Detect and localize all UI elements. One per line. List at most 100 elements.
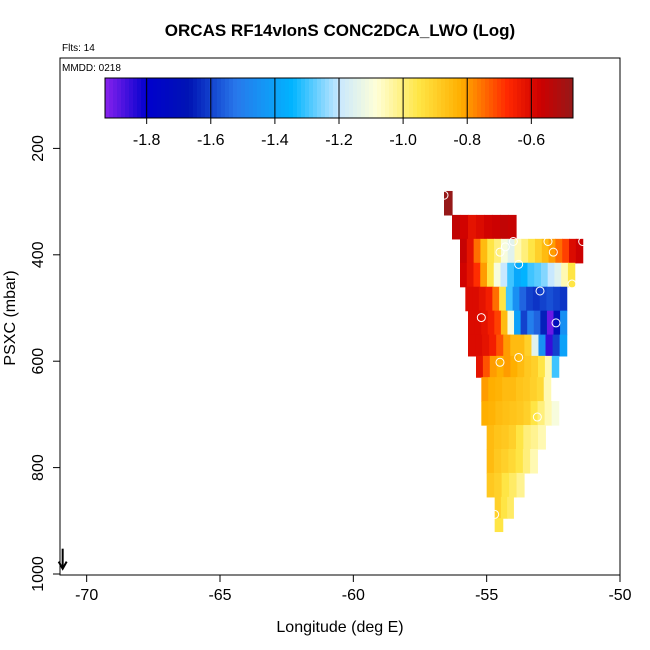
heatmap-cell [562,238,570,264]
heatmap-cell [527,262,535,288]
heatmap-cell [512,286,520,312]
heatmap-cell [460,238,468,264]
colorbar-swatch [533,78,538,118]
heatmap-cell [492,214,501,240]
colorbar-swatch [109,78,114,118]
heatmap-cell [496,355,505,378]
colorbar-swatch [121,78,126,118]
heatmap-cell [538,334,547,357]
heatmap-cell [517,355,525,378]
heatmap-cell [522,377,531,402]
colorbar-swatch [193,78,198,118]
colorbar-swatch [161,78,166,118]
heatmap-cell [508,425,517,450]
heatmap-cell [493,262,502,288]
y-tick-label: 1000 [30,556,47,592]
colorbar-swatch [557,78,562,118]
colorbar-swatch [129,78,134,118]
heatmap-cell [538,355,546,378]
colorbar-tick-label: -0.8 [453,132,481,149]
colorbar-swatch [289,78,294,118]
colorbar-swatch [453,78,458,118]
colorbar-swatch [385,78,390,118]
heatmap-cell [569,238,577,264]
heatmap-cell [488,377,496,402]
colorbar-tick-label: -0.6 [518,132,546,149]
colorbar-swatch [149,78,154,118]
colorbar-swatch [553,78,558,118]
heatmap-cell [548,238,556,264]
colorbar-swatch [265,78,270,118]
heatmap-cell [534,262,542,288]
heatmap-cell [537,401,546,426]
colorbar-swatch [409,78,414,118]
colorbar-swatch [245,78,250,118]
heatmap-cell [507,496,514,519]
heatmap-cell [476,355,484,378]
heatmap-cell [538,425,546,450]
observation-point [551,318,561,328]
colorbar-swatch [229,78,234,118]
colorbar-swatch [281,78,286,118]
heatmap-cell [489,334,497,357]
colorbar-swatch [481,78,486,118]
heatmap-cell [522,448,531,474]
heatmap-cell [460,262,468,288]
observation-point [532,412,542,422]
colorbar-swatch [257,78,262,118]
colorbar-swatch [233,78,238,118]
heatmap-cell [539,286,547,312]
colorbar-swatch [505,78,510,118]
heatmap-cell [500,310,509,336]
heatmap-cell [474,310,482,336]
colorbar-swatch [169,78,174,118]
colorbar-swatch [405,78,410,118]
heatmap-cell [534,238,543,264]
heatmap-cell [543,377,552,402]
colorbar-swatch [269,78,274,118]
heatmap-cell [551,355,560,378]
heatmap-cell [530,425,539,450]
colorbar-swatch [157,78,162,118]
colorbar-swatch [349,78,354,118]
heatmap-cell [540,262,549,288]
x-tick-label: -65 [208,587,231,604]
heatmap-cell [452,214,461,240]
heatmap-cell [493,448,502,474]
heatmap-cell [481,310,489,336]
heatmap-cell [520,310,528,336]
colorbar-swatch [569,78,574,118]
heatmap-cell [473,238,482,264]
x-axis-label: Longitude (deg E) [276,619,403,636]
heatmap-cell [496,334,504,357]
wind-arrow-icon [57,548,68,571]
heatmap-cell [503,334,511,357]
heatmap-cell [466,238,475,264]
heatmap-cell [481,377,489,402]
heatmap-cell [530,401,539,426]
heatmap-cell [501,425,510,450]
colorbar-swatch [353,78,358,118]
heatmap-cell [468,334,476,357]
colorbar-swatch [317,78,322,118]
colorbar-swatch [197,78,202,118]
observation-point [495,357,505,367]
colorbar-swatch [173,78,178,118]
colorbar-tick-label: -1.2 [325,132,353,149]
colorbar-swatch [433,78,438,118]
heatmap-cell [523,401,532,426]
colorbar-swatch [485,78,490,118]
heatmap-cell [476,214,485,240]
heatmap-cell [494,425,502,450]
colorbar-swatch [445,78,450,118]
heatmap-cell [505,286,514,312]
colorbar-swatch [117,78,122,118]
heatmap-cell [516,377,524,402]
colorbar-swatch [313,78,318,118]
colorbar-swatch [421,78,426,118]
colorbar-swatch [365,78,370,118]
colorbar-swatch [501,78,506,118]
colorbar-swatch [165,78,170,118]
colorbar-swatch [277,78,282,118]
heatmap-cell [508,214,517,240]
